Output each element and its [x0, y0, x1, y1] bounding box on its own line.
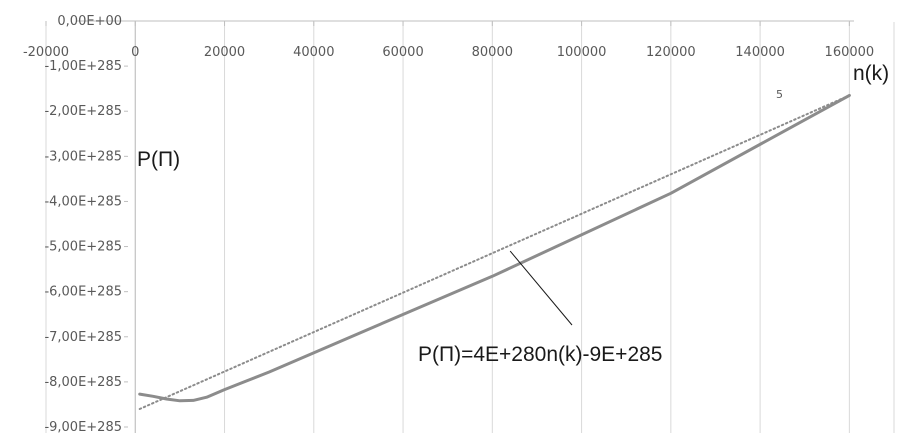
y-tick-label-3: -3,00E+285 — [44, 149, 122, 164]
gridlines — [45, 22, 895, 433]
x-tick-label-9: 160000 — [825, 45, 875, 60]
x-tick-label-7: 120000 — [646, 45, 696, 60]
stray-mark: 5 — [776, 88, 783, 101]
x-tick-label-5: 80000 — [472, 45, 513, 60]
annotation-leader-line — [509, 250, 573, 326]
y-tick-label-7: -7,00E+285 — [44, 330, 122, 345]
y-tick-label-4: -4,00E+285 — [44, 194, 122, 209]
y-axis-ticks: 0,00E+00 -1,00E+285 -2,00E+285 -3,00E+285 -4… — [44, 14, 128, 435]
x-axis-label: n(k) — [853, 62, 889, 85]
y-tick-label-1: -1,00E+285 — [44, 59, 122, 74]
series-group — [138, 93, 851, 410]
y-tick-label-8: -8,00E+285 — [44, 375, 122, 390]
x-tick-label-4: 60000 — [382, 45, 423, 60]
y-axis-label: P(П) — [137, 148, 180, 171]
y-tick-label-9: -9,00E+285 — [44, 420, 122, 435]
x-tick-label-0: -20000 — [23, 45, 69, 60]
x-tick-label-6: 100000 — [557, 45, 607, 60]
x-axis-line — [76, 20, 854, 433]
trendline — [138, 94, 851, 410]
x-tick-label-2: 20000 — [204, 45, 245, 60]
x-axis-ticks: -20000 0 20000 40000 60000 80000 100000 120000 1… — [23, 21, 874, 60]
x-tick-label-8: 140000 — [735, 45, 785, 60]
x-tick-label-3: 40000 — [293, 45, 334, 60]
y-tick-label-0: 0,00E+00 — [57, 14, 122, 29]
y-tick-label-6: -6,00E+285 — [44, 285, 122, 300]
y-tick-label-5: -5,00E+285 — [44, 240, 122, 255]
x-tick-label-1: 0 — [131, 45, 139, 60]
y-tick-label-2: -2,00E+285 — [44, 104, 122, 119]
annotation-equation: P(П)=4E+280n(k)-9E+285 — [418, 343, 662, 366]
